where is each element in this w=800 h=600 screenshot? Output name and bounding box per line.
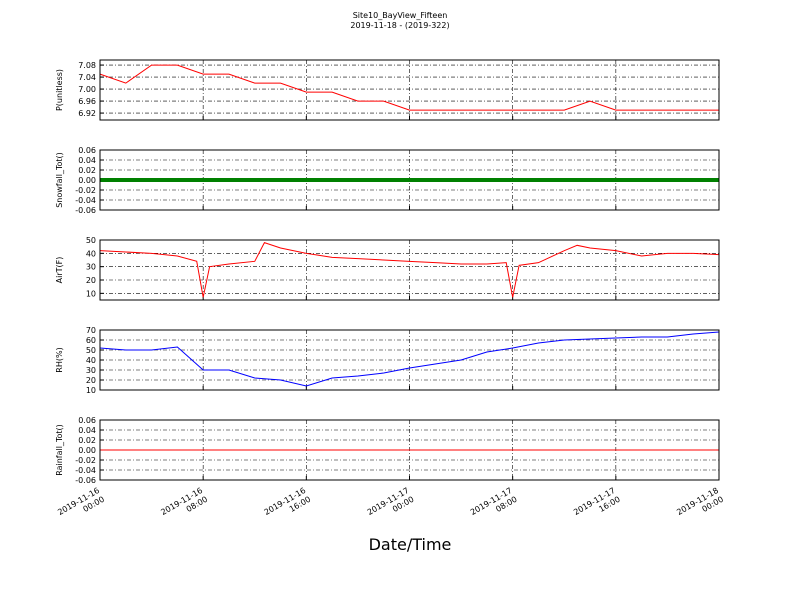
y-tick-label: 40 bbox=[86, 356, 96, 365]
y-tick-label: 50 bbox=[86, 346, 96, 355]
y-axis-label: AirT(F) bbox=[55, 257, 64, 284]
y-tick-label: 0.04 bbox=[78, 426, 96, 435]
y-tick-label: -0.06 bbox=[75, 206, 96, 215]
y-tick-label: 30 bbox=[86, 263, 96, 272]
y-tick-label: 7.08 bbox=[78, 61, 96, 70]
y-axis-label: Snowfall_Tot() bbox=[55, 152, 64, 208]
y-tick-label: 0.02 bbox=[78, 166, 96, 175]
y-tick-label: 70 bbox=[86, 326, 96, 335]
plot-frame bbox=[99, 149, 720, 211]
plot-frame bbox=[99, 419, 720, 481]
y-tick-label: 10 bbox=[86, 386, 96, 395]
plot-frame bbox=[99, 239, 720, 301]
y-tick-label: 0.06 bbox=[78, 146, 96, 155]
data-line bbox=[99, 64, 719, 111]
y-tick-label: 7.04 bbox=[78, 73, 96, 82]
data-line bbox=[99, 331, 720, 387]
y-tick-label: 20 bbox=[86, 376, 96, 385]
y-axis-label: RH(%) bbox=[55, 347, 64, 372]
y-tick-label: 30 bbox=[86, 366, 96, 375]
y-tick-label: -0.02 bbox=[75, 456, 96, 465]
figure-title: Site10_BayView_Fifteen bbox=[353, 11, 448, 20]
y-tick-label: 0.06 bbox=[78, 416, 96, 425]
y-tick-label: 7.00 bbox=[78, 85, 96, 94]
y-axis-label: Rainfall_Tot() bbox=[55, 424, 64, 476]
x-axis-label: Date/Time bbox=[369, 535, 452, 554]
y-tick-label: 60 bbox=[86, 336, 96, 345]
y-tick-label: 6.92 bbox=[78, 109, 96, 118]
y-tick-label: 6.96 bbox=[78, 97, 96, 106]
y-tick-label: -0.06 bbox=[75, 476, 96, 485]
y-tick-label: -0.04 bbox=[75, 196, 96, 205]
y-axis-label: P(unitless) bbox=[55, 69, 64, 111]
plot-frame bbox=[99, 59, 720, 121]
data-line bbox=[99, 242, 720, 298]
y-tick-label: 50 bbox=[86, 236, 96, 245]
y-tick-label: 20 bbox=[86, 276, 96, 285]
y-tick-label: -0.04 bbox=[75, 466, 96, 475]
figure-subtitle: 2019-11-18 - (2019-322) bbox=[350, 21, 449, 30]
y-tick-label: 10 bbox=[86, 289, 96, 298]
y-tick-label: 40 bbox=[86, 249, 96, 258]
y-tick-label: 0.00 bbox=[78, 446, 96, 455]
y-tick-label: 0.04 bbox=[78, 156, 96, 165]
y-tick-label: 0.02 bbox=[78, 436, 96, 445]
y-tick-label: -0.02 bbox=[75, 186, 96, 195]
y-tick-label: 0.00 bbox=[78, 176, 96, 185]
plot-frame bbox=[99, 329, 720, 391]
